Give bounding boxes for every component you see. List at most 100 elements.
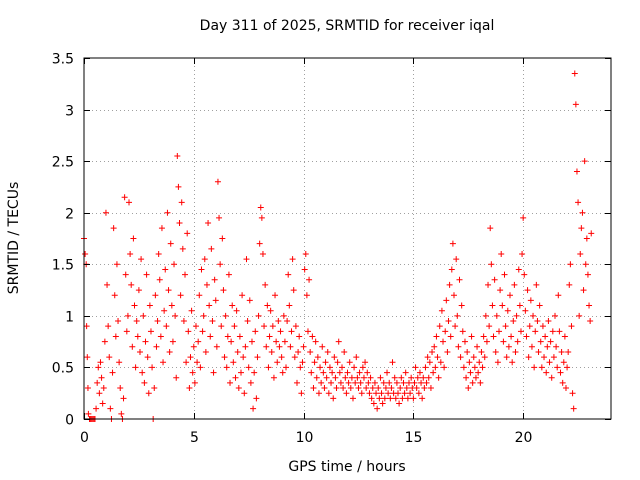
data-point [501, 271, 508, 278]
data-point [248, 338, 255, 345]
data-point [508, 333, 515, 340]
data-point [229, 302, 236, 309]
data-point [477, 379, 484, 386]
data-point [569, 390, 576, 397]
data-point [198, 266, 205, 273]
data-point [399, 395, 406, 402]
data-point [366, 390, 373, 397]
data-point [554, 364, 561, 371]
x-tick-label: 5 [190, 430, 199, 446]
data-point [549, 328, 556, 335]
data-point [481, 354, 488, 361]
data-point [230, 359, 237, 366]
data-point [434, 354, 441, 361]
y-tick-label: 0 [65, 413, 74, 429]
y-axis-label: SRMTID / TECUs [6, 182, 22, 295]
data-point [302, 250, 309, 257]
data-point [374, 405, 381, 412]
data-point [151, 385, 158, 392]
data-point [233, 307, 240, 314]
data-point [163, 323, 170, 330]
data-point [243, 256, 250, 263]
data-point [224, 333, 231, 340]
x-tick-label: 10 [296, 430, 314, 446]
data-point [573, 168, 580, 175]
data-point [174, 152, 181, 159]
data-point [376, 395, 383, 402]
data-point [102, 209, 109, 216]
data-point [541, 354, 548, 361]
data-point [328, 379, 335, 386]
data-point [521, 271, 528, 278]
data-point [168, 302, 175, 309]
data-point [519, 250, 526, 257]
data-point [121, 194, 128, 201]
data-point [120, 395, 127, 402]
data-point [194, 359, 201, 366]
data-point [382, 385, 389, 392]
data-point [172, 312, 179, 319]
data-point [457, 354, 464, 361]
data-point [115, 318, 122, 325]
grid-lines [84, 58, 611, 419]
data-point [577, 250, 584, 257]
data-point [98, 374, 105, 381]
data-point [403, 385, 410, 392]
data-point [339, 364, 346, 371]
data-point [453, 256, 460, 263]
data-point [538, 364, 545, 371]
data-point [274, 359, 281, 366]
data-point [331, 354, 338, 361]
data-point [503, 354, 510, 361]
data-point [456, 276, 463, 283]
data-point [425, 374, 432, 381]
y-tick-label: 1.5 [52, 258, 74, 274]
data-point [488, 261, 495, 268]
data-point [436, 323, 443, 330]
data-point [235, 385, 242, 392]
data-point [269, 323, 276, 330]
x-tick-label: 0 [80, 430, 89, 446]
data-point [238, 369, 245, 376]
data-point [330, 395, 337, 402]
data-point [311, 359, 318, 366]
data-point [154, 318, 161, 325]
data-point [95, 364, 102, 371]
y-tick-label: 2 [65, 207, 74, 223]
data-point [492, 348, 499, 355]
data-point [203, 281, 210, 288]
data-point [314, 354, 321, 361]
data-point [411, 379, 418, 386]
data-point [494, 359, 501, 366]
data-point [299, 359, 306, 366]
data-point [404, 395, 411, 402]
data-point [578, 225, 585, 232]
data-point [565, 348, 572, 355]
data-point [395, 390, 402, 397]
data-point [524, 287, 531, 294]
data-point [292, 323, 299, 330]
data-point [322, 359, 329, 366]
data-point [357, 379, 364, 386]
data-point [139, 369, 146, 376]
data-point [84, 385, 91, 392]
data-point [362, 359, 369, 366]
data-point [572, 101, 579, 108]
data-point [283, 364, 290, 371]
data-point [195, 338, 202, 345]
data-point [556, 328, 563, 335]
data-point [414, 374, 421, 381]
data-point [231, 323, 238, 330]
data-point [418, 379, 425, 386]
data-point [389, 359, 396, 366]
data-point [575, 199, 582, 206]
data-point [427, 385, 434, 392]
data-point [317, 364, 324, 371]
data-point [543, 369, 550, 376]
data-point [105, 323, 112, 330]
data-point [308, 369, 315, 376]
data-point [421, 385, 428, 392]
data-point [99, 400, 106, 407]
data-point [189, 369, 196, 376]
data-point [144, 354, 151, 361]
